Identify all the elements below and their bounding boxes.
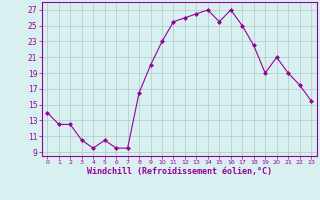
X-axis label: Windchill (Refroidissement éolien,°C): Windchill (Refroidissement éolien,°C) (87, 167, 272, 176)
